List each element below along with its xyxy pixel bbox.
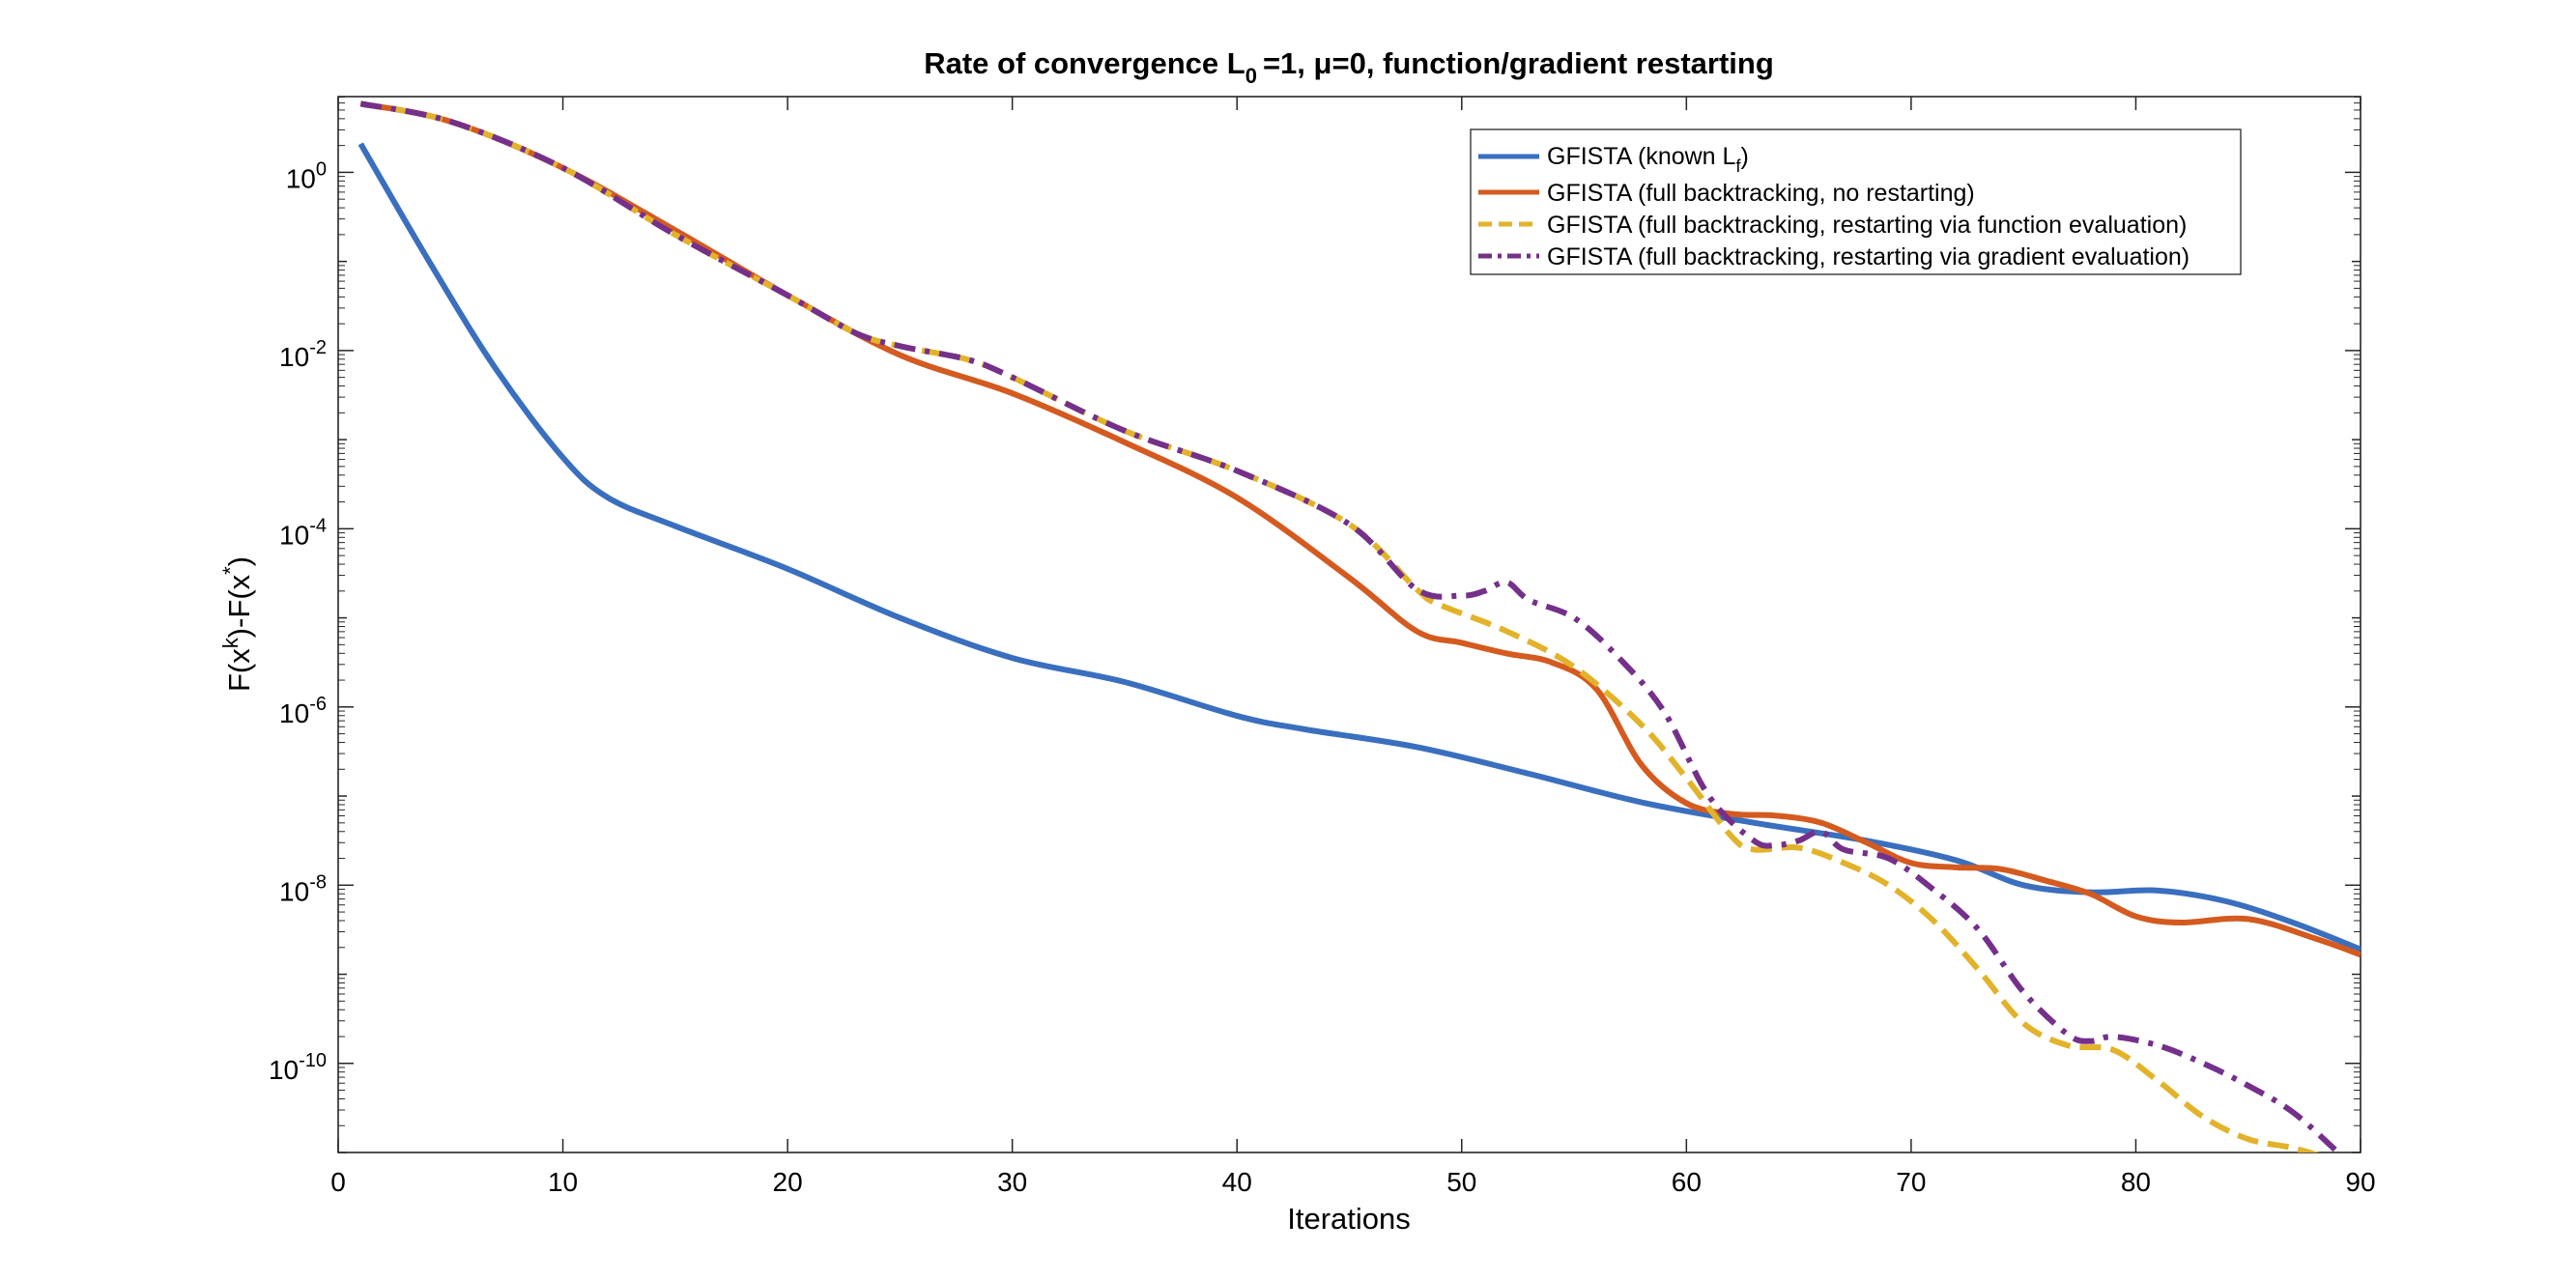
y-axis-ticks: 100 10-2 10-4 10-6 10-8 10-10 — [269, 96, 2361, 1153]
legend: GFISTA (known Lf) GFISTA (full backtrack… — [1470, 128, 2242, 275]
y-tick-label: 10-4 — [279, 515, 327, 550]
y-tick-label: 10-2 — [279, 337, 327, 372]
legend-entry-function-restart: GFISTA (full backtracking, restarting vi… — [1478, 212, 2187, 239]
y-tick-label: 10-10 — [269, 1050, 327, 1085]
legend-label-gradient-restart: GFISTA (full backtracking, restarting vi… — [1547, 243, 2190, 270]
chart-title: Rate of convergence L0 =1, μ=0, function/… — [924, 46, 1774, 88]
series-line-gradient-restart — [359, 100, 2343, 1152]
legend-label-no-restart: GFISTA (full backtracking, no restarting… — [1547, 180, 1975, 207]
legend-entry-gradient-restart: GFISTA (full backtracking, restarting vi… — [1478, 243, 2190, 270]
x-tick-label: 20 — [773, 1167, 803, 1197]
x-tick-label: 60 — [1672, 1167, 1702, 1197]
series-line-known-lf — [358, 142, 2361, 953]
y-axis-label: F(xk)-F(x*) — [218, 556, 256, 692]
legend-entry-no-restart: GFISTA (full backtracking, no restarting… — [1478, 180, 1975, 207]
x-tick-label: 10 — [548, 1167, 578, 1197]
x-tick-label: 40 — [1222, 1167, 1252, 1197]
legend-entry-known-lf: GFISTA (known Lf) — [1478, 143, 1749, 176]
x-tick-label: 90 — [2345, 1167, 2375, 1197]
x-tick-label: 80 — [2121, 1167, 2151, 1197]
x-tick-label: 0 — [330, 1167, 346, 1197]
y-tick-label: 10-8 — [279, 871, 327, 906]
legend-label-function-restart: GFISTA (full backtracking, restarting vi… — [1547, 212, 2187, 239]
legend-label-known-lf: GFISTA (known Lf) — [1547, 143, 1749, 176]
x-tick-label: 50 — [1446, 1167, 1476, 1197]
series-layer — [358, 100, 2361, 1152]
series-line-function-restart — [359, 100, 2320, 1152]
legend-box — [1470, 128, 2242, 275]
x-tick-label: 70 — [1896, 1167, 1926, 1197]
x-axis-label: Iterations — [1287, 1202, 1411, 1236]
y-tick-label: 10-6 — [279, 694, 327, 728]
x-tick-label: 30 — [997, 1167, 1027, 1197]
x-axis-ticks: 0 10 20 30 40 50 60 70 80 90 — [330, 97, 2376, 1197]
y-tick-label: 100 — [286, 158, 327, 193]
